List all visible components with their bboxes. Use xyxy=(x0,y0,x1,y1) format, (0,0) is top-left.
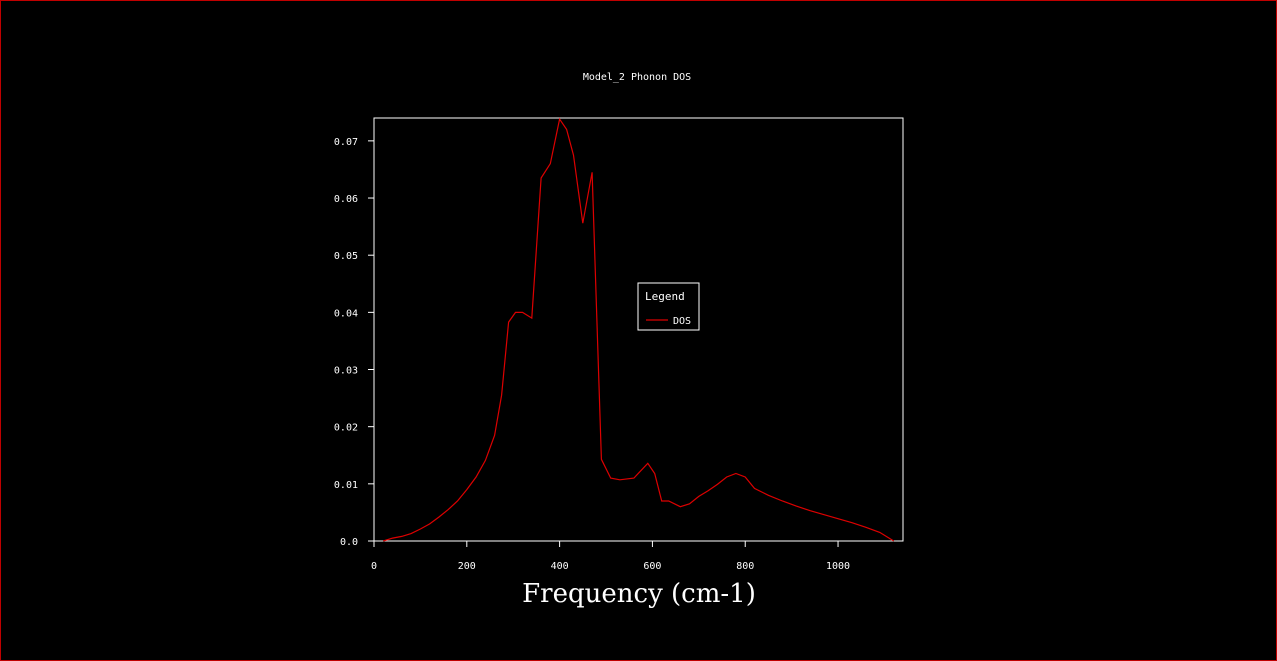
legend-box xyxy=(637,282,700,331)
legend-title: Legend xyxy=(645,290,685,303)
legend: Legend DOS xyxy=(637,282,700,331)
x-tick-label: 0 xyxy=(371,561,377,572)
y-tick-label: 0.0 xyxy=(340,537,358,548)
x-tick-label: 600 xyxy=(643,561,661,572)
y-tick-label: 0.05 xyxy=(334,251,358,262)
y-tick-label: 0.02 xyxy=(334,423,358,434)
legend-entry-dos: DOS xyxy=(673,316,691,327)
plot-area-frame xyxy=(373,117,904,542)
x-axis-label: Frequency (cm-1) xyxy=(522,579,756,609)
y-tick-label: 0.07 xyxy=(334,137,358,148)
dos-series-line xyxy=(383,117,895,542)
x-tick-label: 200 xyxy=(458,561,476,572)
y-axis: 0.0 0.01 0.02 0.03 0.04 0.05 0.06 0.07 xyxy=(334,137,374,548)
y-tick-label: 0.04 xyxy=(334,308,358,319)
y-tick-label: 0.01 xyxy=(334,480,358,491)
y-tick-label: 0.03 xyxy=(334,366,358,377)
x-axis: 0 200 400 600 800 1000 xyxy=(371,541,850,572)
x-tick-label: 400 xyxy=(551,561,569,572)
chart-title: Model_2 Phonon DOS xyxy=(583,72,691,83)
y-tick-label: 0.06 xyxy=(334,194,358,205)
x-tick-label: 1000 xyxy=(826,561,850,572)
x-tick-label: 800 xyxy=(736,561,754,572)
